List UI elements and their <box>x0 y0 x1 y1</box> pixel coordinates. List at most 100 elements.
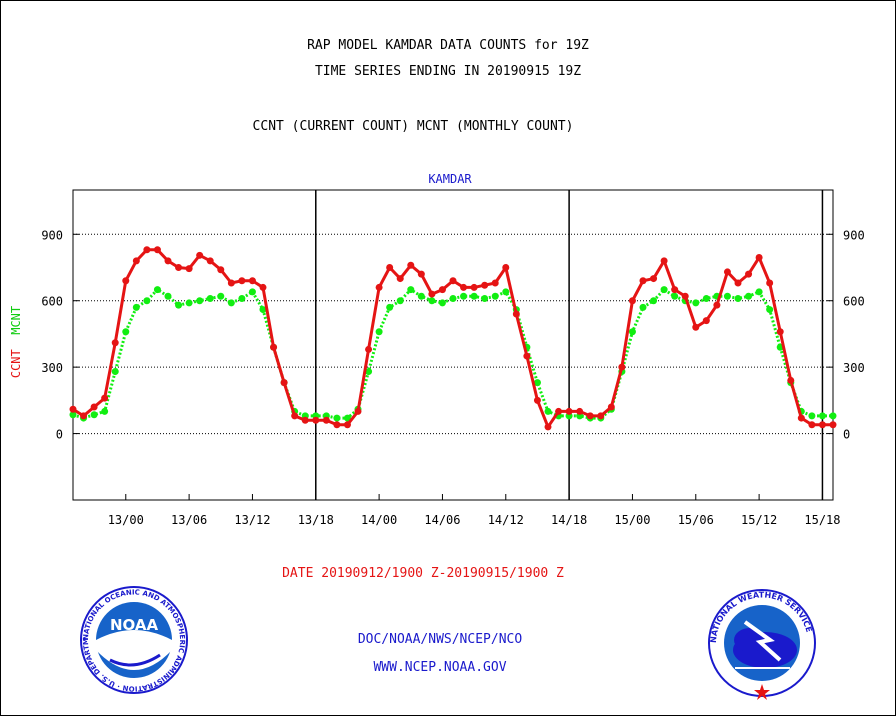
data-point-mcnt <box>196 297 204 305</box>
data-point-ccnt <box>755 254 763 262</box>
data-point-ccnt <box>681 292 689 300</box>
data-point-ccnt <box>660 257 668 265</box>
data-point-mcnt <box>132 303 140 311</box>
data-point-ccnt <box>312 416 320 424</box>
plot-border <box>72 189 834 501</box>
series-line-ccnt <box>72 248 833 431</box>
data-point-ccnt <box>196 251 204 259</box>
data-point-ccnt <box>417 270 425 278</box>
data-point-mcnt <box>206 295 214 302</box>
data-point-ccnt <box>544 423 552 431</box>
x-tick-label: 14/12 <box>488 513 524 527</box>
data-point-ccnt <box>565 407 573 415</box>
x-tick-label: 13/12 <box>234 513 270 527</box>
data-point-mcnt <box>491 292 499 300</box>
data-point-ccnt <box>555 407 563 415</box>
data-point-ccnt <box>818 421 826 429</box>
data-point-ccnt <box>80 412 88 420</box>
data-point-ccnt <box>523 352 531 360</box>
data-point-ccnt <box>238 277 246 285</box>
data-point-mcnt <box>502 288 510 296</box>
data-point-mcnt <box>481 295 489 302</box>
data-point-mcnt <box>259 306 267 314</box>
data-point-ccnt <box>143 246 151 254</box>
data-point-ccnt <box>322 416 330 424</box>
data-point-ccnt <box>808 421 816 429</box>
data-point-ccnt <box>291 412 299 420</box>
data-point-mcnt <box>417 292 425 300</box>
data-point-mcnt <box>702 295 710 302</box>
data-point-mcnt <box>628 328 636 336</box>
station-label: KAMDAR <box>428 172 472 186</box>
data-point-mcnt <box>407 286 415 294</box>
data-point-mcnt <box>111 368 119 376</box>
data-point-mcnt <box>660 286 668 294</box>
data-point-ccnt <box>491 279 499 287</box>
data-point-ccnt <box>618 363 626 371</box>
y-tick-label-right: 0 <box>843 428 850 442</box>
data-point-ccnt <box>438 286 446 294</box>
data-point-ccnt <box>734 279 742 287</box>
data-point-ccnt <box>111 339 119 347</box>
data-point-ccnt <box>597 412 605 420</box>
data-point-mcnt <box>333 414 341 422</box>
data-point-ccnt <box>692 323 700 331</box>
data-point-mcnt <box>69 411 77 419</box>
data-point-mcnt <box>185 299 193 307</box>
x-tick-label: 15/06 <box>678 513 714 527</box>
x-tick-label: 15/00 <box>614 513 650 527</box>
data-point-ccnt <box>175 264 183 271</box>
data-point-ccnt <box>713 301 721 309</box>
data-point-mcnt <box>671 292 679 300</box>
data-point-mcnt <box>227 299 235 307</box>
data-point-ccnt <box>280 379 288 387</box>
data-point-mcnt <box>90 411 98 419</box>
data-point-mcnt <box>766 306 774 314</box>
data-point-mcnt <box>449 295 457 302</box>
chart-title-line2: TIME SERIES ENDING IN 20190915 19Z <box>314 64 582 79</box>
y-tick-label-right: 600 <box>843 295 865 309</box>
data-point-ccnt <box>301 416 309 424</box>
data-point-mcnt <box>723 292 731 300</box>
data-point-ccnt <box>248 277 256 285</box>
data-point-ccnt <box>607 403 615 411</box>
data-point-ccnt <box>375 283 383 291</box>
data-point-ccnt <box>164 257 172 265</box>
y-tick-label: 600 <box>41 295 63 309</box>
data-point-ccnt <box>153 246 161 254</box>
data-point-mcnt <box>375 328 383 336</box>
data-point-ccnt <box>586 412 594 420</box>
data-point-mcnt <box>153 286 161 294</box>
data-point-ccnt <box>745 270 753 278</box>
x-tick-label: 14/06 <box>424 513 460 527</box>
data-point-ccnt <box>365 345 373 353</box>
x-tick-label: 13/06 <box>171 513 207 527</box>
data-point-ccnt <box>217 266 225 274</box>
data-point-ccnt <box>206 257 214 265</box>
data-point-ccnt <box>259 283 267 291</box>
data-point-ccnt <box>470 283 478 291</box>
data-point-mcnt <box>101 407 109 415</box>
data-point-ccnt <box>723 268 731 276</box>
data-point-ccnt <box>90 403 98 411</box>
data-point-ccnt <box>512 310 520 318</box>
data-point-ccnt <box>829 421 837 429</box>
data-point-mcnt <box>175 301 183 309</box>
data-point-ccnt <box>343 421 351 429</box>
data-point-mcnt <box>829 412 837 420</box>
data-point-ccnt <box>132 257 140 265</box>
data-point-mcnt <box>460 292 468 300</box>
data-point-ccnt <box>428 290 436 298</box>
data-point-ccnt <box>185 265 193 273</box>
data-point-ccnt <box>69 405 77 413</box>
data-point-ccnt <box>766 279 774 287</box>
website-link[interactable]: WWW.NCEP.NOAA.GOV <box>373 660 507 675</box>
data-point-ccnt <box>576 407 584 415</box>
data-point-mcnt <box>238 295 246 302</box>
y-tick-label-right: 900 <box>843 228 865 242</box>
data-point-mcnt <box>639 303 647 311</box>
data-point-ccnt <box>101 394 109 402</box>
y-tick-label: 900 <box>41 228 63 242</box>
data-point-ccnt <box>787 376 795 384</box>
